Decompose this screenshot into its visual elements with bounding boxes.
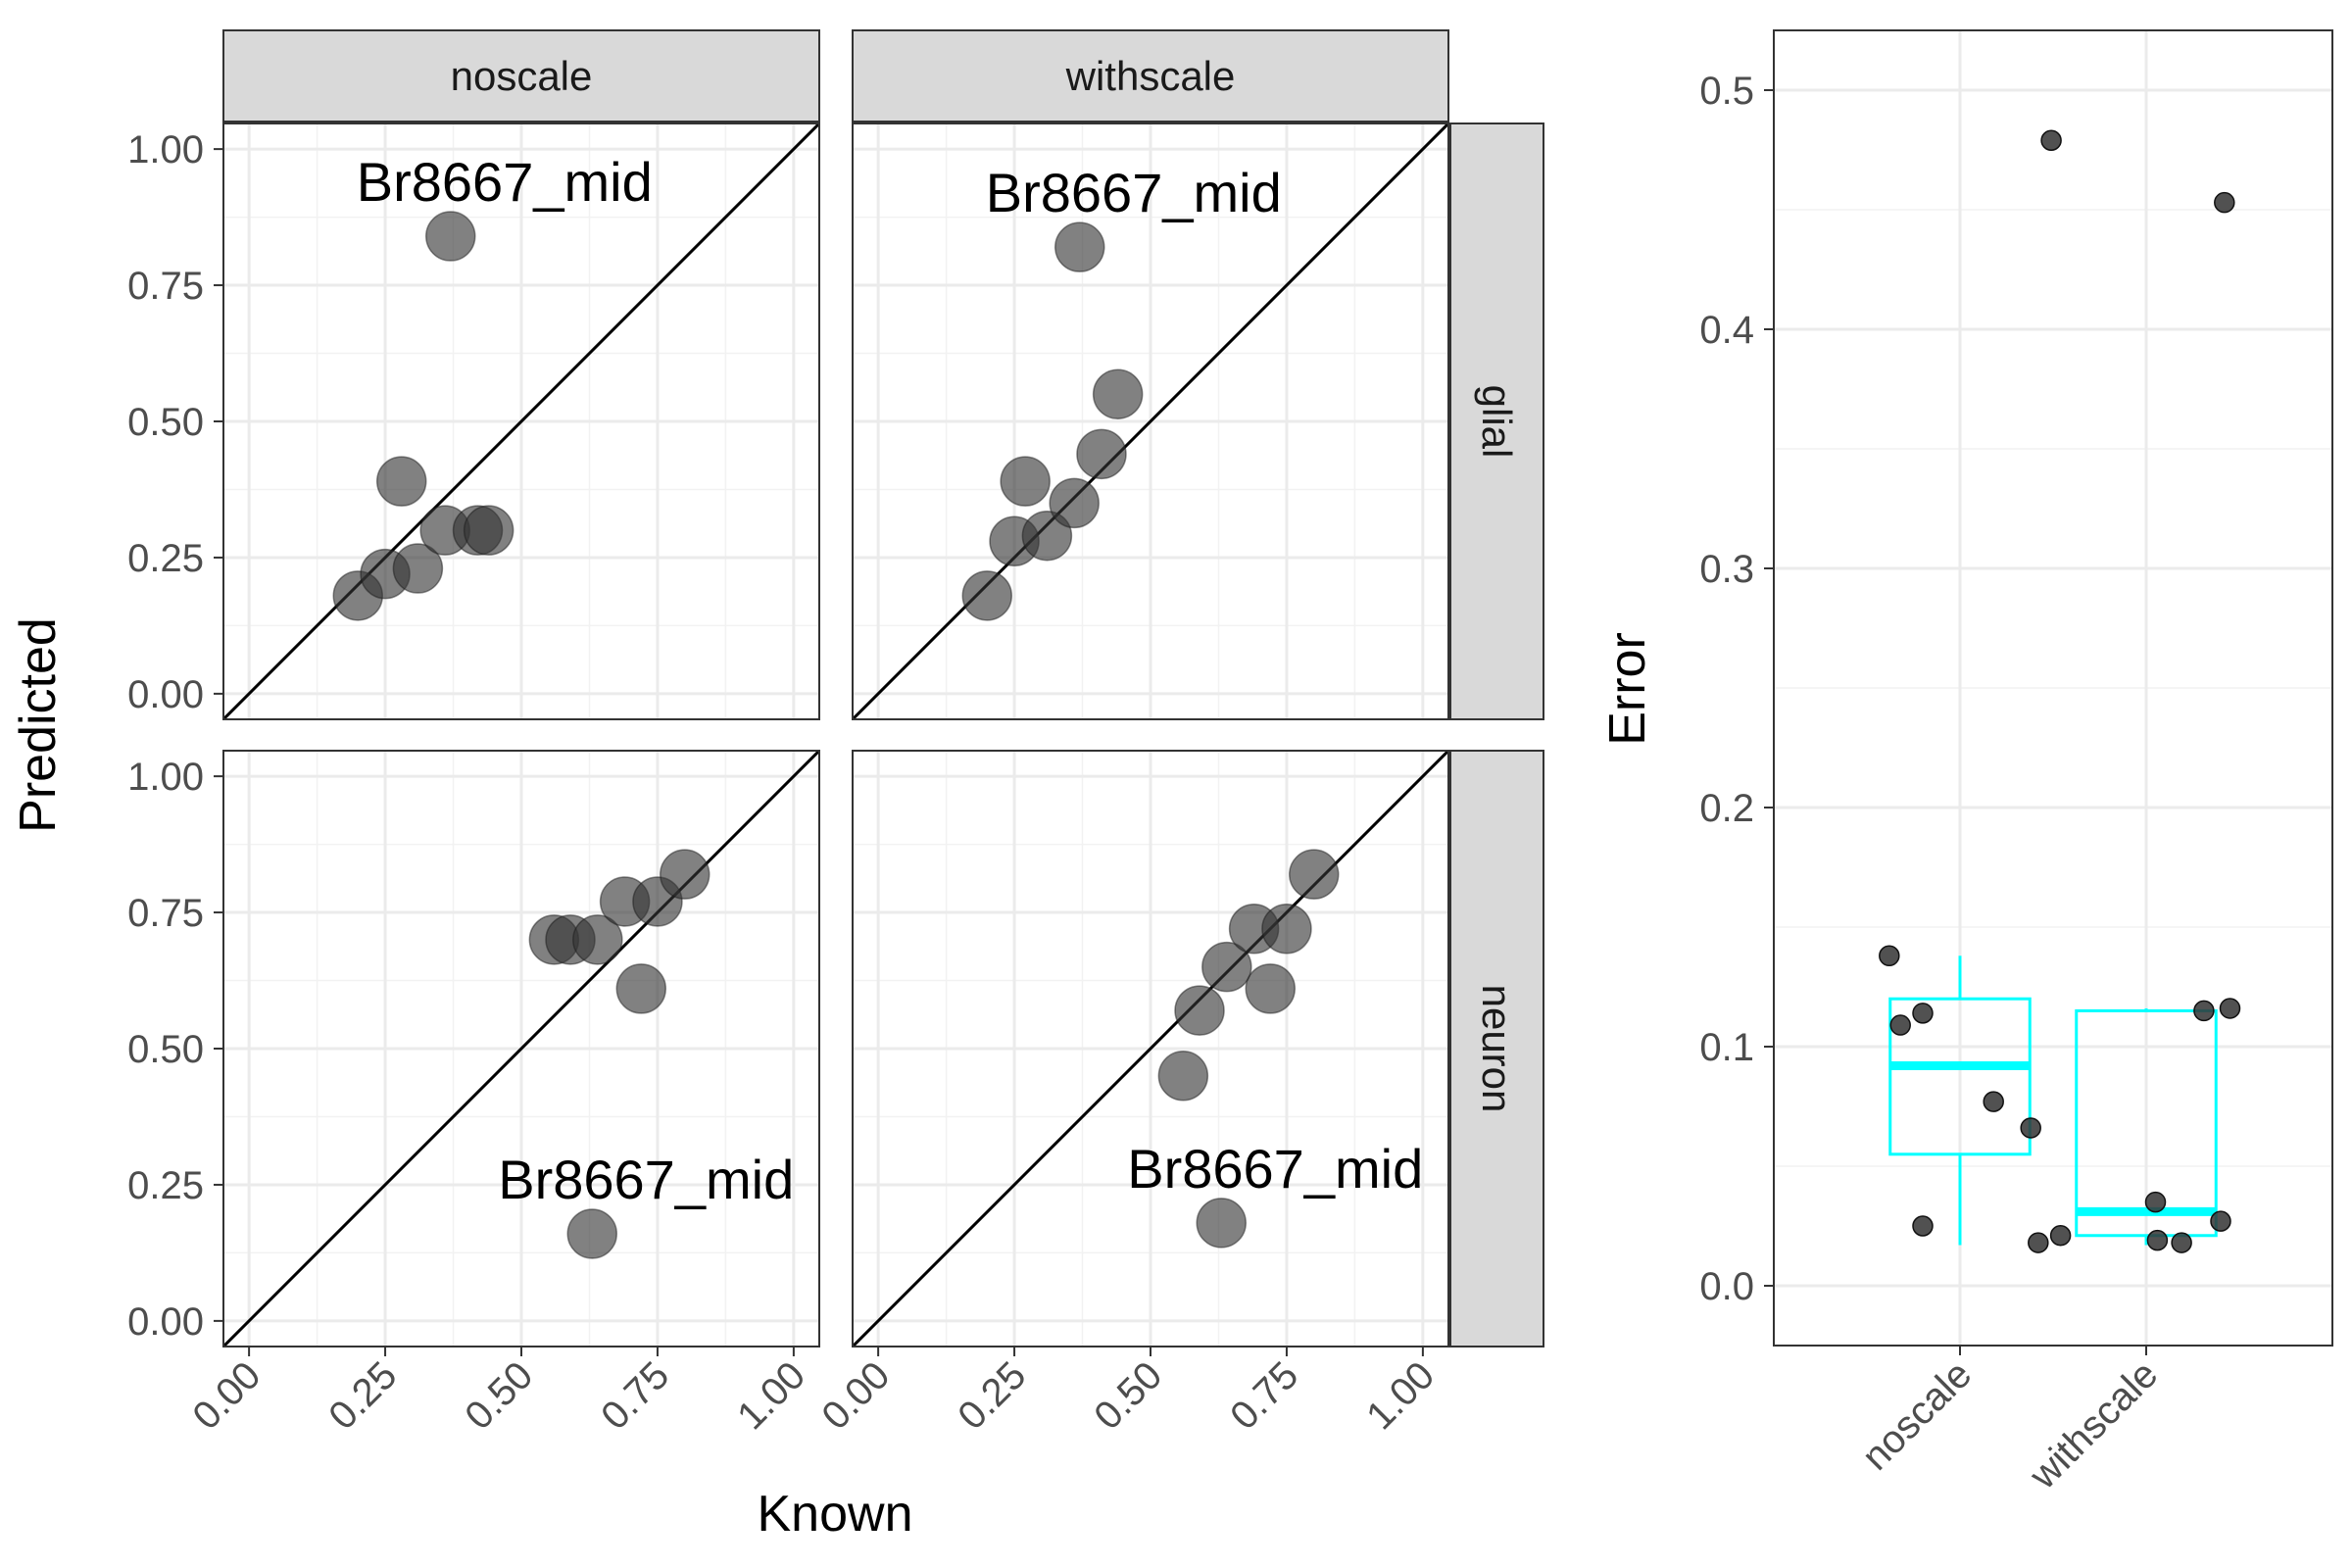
y-tick-label: 0.75 — [127, 265, 204, 308]
panel-withscale-neuron: Br8667_mid — [852, 750, 1449, 1348]
facet-scatter-chart: noscale withscale glial neuron Br8667_mid Br8… — [127, 29, 1544, 1438]
data-point — [463, 505, 514, 556]
error-point — [2210, 1210, 2231, 1232]
data-point — [1021, 510, 1073, 562]
error-y-tick-label: 0.4 — [1699, 309, 1754, 352]
error-y-tick-label: 0.2 — [1699, 787, 1754, 830]
panel-border — [852, 122, 1449, 720]
point-annotation: Br8667_mid — [357, 151, 653, 213]
error-point — [2193, 1000, 2215, 1022]
error-y-tick-label: 0.0 — [1699, 1265, 1754, 1308]
error-point — [1912, 1003, 1934, 1024]
error-point — [1889, 1014, 1911, 1036]
y-tick-label: 0.75 — [127, 892, 204, 935]
panel-noscale-neuron: Br8667_mid — [222, 750, 820, 1348]
point-annotation: Br8667_mid — [498, 1149, 794, 1210]
error-y-tick-label: 0.5 — [1699, 70, 1754, 113]
identity-line — [853, 751, 1448, 1347]
error-y-tick-label: 0.3 — [1699, 548, 1754, 591]
facet-strip-neuron — [1449, 750, 1544, 1348]
data-point — [615, 963, 667, 1014]
error-point — [1912, 1215, 1934, 1237]
facet-strip-label-noscale: noscale — [451, 53, 593, 99]
data-point — [961, 570, 1013, 621]
box-iqr — [1888, 997, 2032, 1156]
error-point — [2049, 1225, 2072, 1247]
error-point — [1879, 945, 1900, 967]
data-point — [1261, 903, 1312, 955]
point-annotation: Br8667_mid — [1127, 1138, 1423, 1200]
data-point — [1201, 941, 1252, 993]
data-point — [1288, 849, 1340, 900]
data-point — [1000, 456, 1051, 507]
data-point — [659, 849, 710, 900]
data-point — [1076, 428, 1127, 480]
error-point — [2144, 1191, 2167, 1213]
y-tick-label: 0.25 — [127, 537, 204, 580]
y-tick-label: 1.00 — [127, 128, 204, 172]
data-point — [1174, 985, 1225, 1036]
facet-strip-glial — [1449, 122, 1544, 720]
y-tick-label: 0.25 — [127, 1164, 204, 1207]
facet-strip-label-glial: glial — [1474, 385, 1520, 459]
x-axis-title: Known — [758, 1486, 913, 1543]
error-point — [2171, 1232, 2192, 1253]
facet-strip-label-neuron: neuron — [1474, 985, 1520, 1113]
data-point — [1049, 477, 1100, 529]
error-point — [2146, 1229, 2169, 1251]
error-point — [2214, 191, 2235, 214]
y-tick-label: 0.50 — [127, 1028, 204, 1071]
error-y-tick-label: 0.1 — [1699, 1026, 1754, 1069]
facet-strip-label-withscale: withscale — [1065, 53, 1236, 99]
y-tick-label: 0.50 — [127, 401, 204, 444]
data-point — [392, 543, 444, 594]
data-point — [572, 914, 623, 965]
box-noscale — [1888, 956, 2032, 1246]
box-iqr — [2075, 1008, 2218, 1238]
data-point — [1092, 368, 1144, 419]
y-axis-title: Predicted — [10, 617, 67, 833]
error-point — [2219, 998, 2241, 1019]
facet-strip-noscale — [222, 29, 820, 122]
error-point — [2040, 129, 2062, 151]
identity-line — [223, 123, 819, 719]
data-point — [1245, 963, 1297, 1014]
error-point — [2028, 1232, 2049, 1253]
error-axis-title: Error — [1599, 632, 1656, 746]
data-point — [375, 456, 427, 507]
panel-withscale-glial: Br8667_mid — [852, 122, 1449, 720]
data-point — [1054, 221, 1105, 272]
y-tick-label: 1.00 — [127, 756, 204, 799]
data-point — [1196, 1198, 1247, 1249]
y-tick-label: 0.00 — [127, 673, 204, 716]
data-point — [566, 1208, 617, 1259]
panel-noscale-glial: Br8667_mid — [222, 122, 820, 720]
y-tick-label: 0.00 — [127, 1300, 204, 1344]
data-point — [425, 211, 476, 262]
box-withscale — [2075, 1007, 2218, 1246]
error-point — [2020, 1117, 2041, 1139]
identity-line — [223, 751, 819, 1347]
point-annotation: Br8667_mid — [986, 162, 1282, 223]
data-point — [1157, 1051, 1209, 1102]
identity-line — [853, 123, 1448, 719]
error-point — [1983, 1091, 2004, 1112]
box-panel-border — [1773, 29, 2333, 1347]
facet-strip-withscale — [852, 29, 1449, 122]
